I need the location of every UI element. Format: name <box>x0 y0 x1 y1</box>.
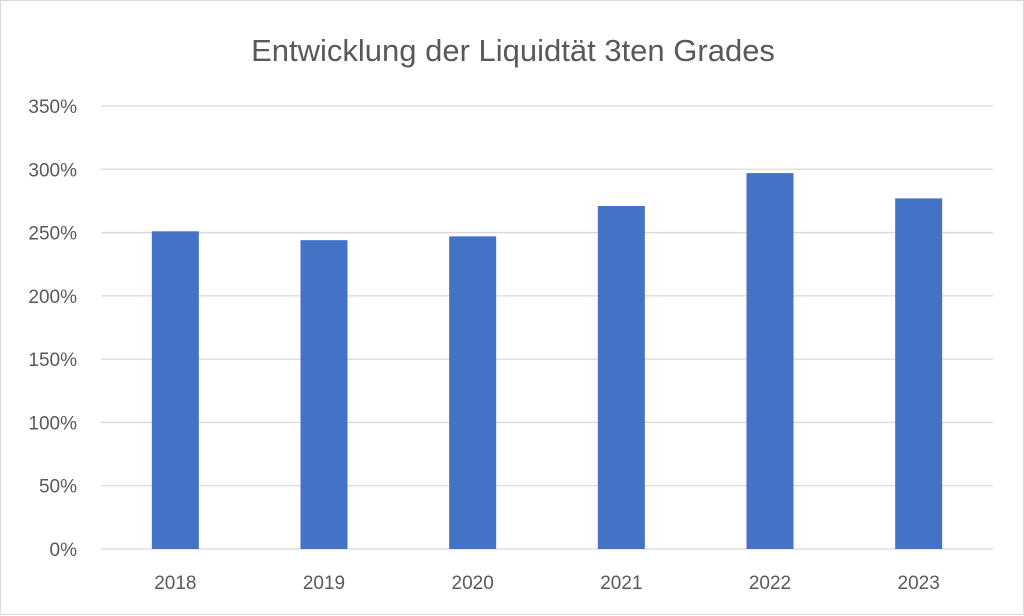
x-tick-label: 2019 <box>303 573 345 594</box>
x-tick-label: 2023 <box>898 573 940 594</box>
gridlines <box>101 105 993 550</box>
bar-2023 <box>895 198 943 549</box>
bars <box>151 173 943 549</box>
bar-2021 <box>597 205 645 549</box>
bar-2020 <box>449 236 497 549</box>
x-tick-label: 2021 <box>600 573 642 594</box>
x-axis-tick-labels: 2018 2019 2020 2021 2022 2023 <box>154 573 940 594</box>
y-tick-label: 250% <box>28 224 77 245</box>
y-tick-label: 50% <box>39 477 77 498</box>
chart-title: Entwicklung der Liquidtät 3ten Grades <box>251 33 775 68</box>
x-tick-label: 2020 <box>452 573 494 594</box>
x-tick-label: 2018 <box>154 573 196 594</box>
y-tick-label: 300% <box>28 160 77 181</box>
y-axis-tick-labels: 0% 50% 100% 150% 200% 250% 300% 350% <box>28 97 77 561</box>
y-tick-label: 0% <box>50 540 78 561</box>
y-tick-label: 100% <box>28 413 77 434</box>
bar-2022 <box>746 173 794 549</box>
y-tick-label: 350% <box>28 97 77 118</box>
bar-2018 <box>151 231 199 549</box>
x-tick-label: 2022 <box>749 573 791 594</box>
bar-2019 <box>300 240 348 549</box>
y-tick-label: 150% <box>28 350 77 371</box>
y-tick-label: 200% <box>28 287 77 308</box>
